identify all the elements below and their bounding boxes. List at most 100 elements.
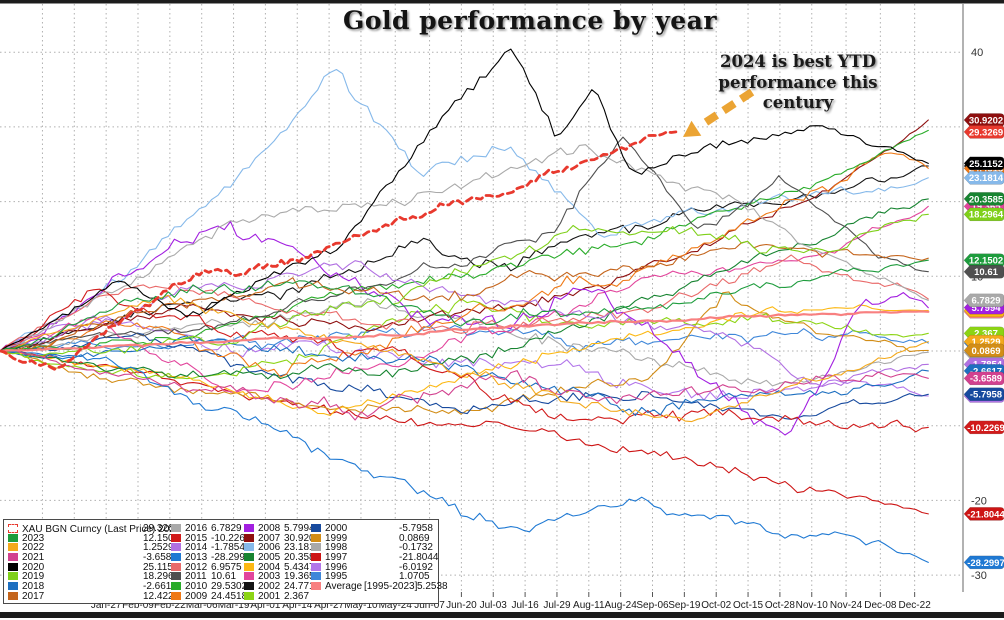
legend-value: 30.9202	[284, 532, 321, 544]
color-swatch-icon	[244, 543, 254, 552]
legend-item-1995: 1995 1.0705	[311, 572, 430, 582]
legend-item-2020: 2020 25.1152	[8, 561, 180, 573]
legend-value: 24.7715	[284, 581, 321, 593]
color-swatch-icon	[8, 591, 18, 600]
x-tick-label: Dec-22	[899, 600, 932, 611]
legend-value: -1.7854	[211, 542, 245, 554]
svg-text:18.2964: 18.2964	[969, 210, 1004, 221]
legend-item-2009: 2009 24.4518	[171, 590, 247, 602]
legend-item-2018: 2018 -2.6617	[8, 582, 180, 592]
legend-box: XAU BGN Curncy (Last Price) 2024 29.3269 2…	[3, 519, 448, 604]
legend-label: 2013	[185, 552, 208, 564]
color-swatch-icon	[8, 533, 18, 542]
legend-item-2014: 2014 -1.7854	[171, 543, 245, 553]
axis-badge: -10.2269	[963, 420, 1004, 435]
series-line-2023	[0, 259, 929, 352]
legend-value: 1.2529	[143, 542, 174, 554]
x-tick-label: Feb-09	[122, 600, 154, 611]
legend-value: -21.8044	[399, 552, 439, 564]
legend-label: 2010	[185, 581, 208, 593]
legend-value: 0.0869	[399, 532, 430, 544]
svg-text:0.0869: 0.0869	[971, 346, 1000, 357]
series-line-2011	[0, 136, 929, 352]
legend-item-2007: 2007 30.9202	[244, 532, 320, 544]
color-swatch-icon	[244, 533, 254, 542]
series-line-2003	[0, 205, 929, 393]
legend-label: 2009	[185, 590, 208, 602]
x-tick-label: May-10	[344, 600, 378, 611]
series-line-2005	[0, 198, 929, 380]
legend-label: XAU BGN Curncy (Last Price) 2024	[22, 524, 181, 535]
svg-text:-21.8044: -21.8044	[967, 509, 1004, 520]
legend-item-2003: 2003 19.365	[244, 571, 315, 583]
color-swatch-icon	[311, 543, 321, 552]
axis-badge: -21.8044	[963, 507, 1004, 521]
legend-item-2006: 2006 23.1814	[244, 543, 320, 553]
color-swatch-icon	[311, 562, 321, 571]
legend-value: 24.4518	[211, 590, 248, 602]
color-swatch-icon	[244, 524, 254, 532]
x-tick-label: Nov-24	[830, 600, 863, 611]
legend-label: 2018	[22, 581, 45, 593]
y-tick-label: -30	[971, 570, 987, 582]
x-tick-label: Jul-29	[543, 600, 571, 611]
legend-label: 2007	[258, 532, 281, 544]
color-swatch-icon	[244, 553, 254, 562]
chart-title: Gold performance by year	[342, 6, 718, 35]
color-swatch-icon	[311, 553, 321, 562]
svg-text:6.7829: 6.7829	[971, 296, 1000, 307]
color-swatch-icon	[171, 543, 181, 552]
x-tick-label: Jun-20	[446, 600, 477, 611]
legend-value: 5.2538	[417, 581, 448, 593]
legend-value: 25.1152	[143, 561, 179, 573]
legend-label: 2004	[258, 561, 281, 573]
x-tick-label: Apr-01	[250, 600, 280, 611]
legend-label: 2008	[258, 523, 281, 534]
x-tick-label: Oct-28	[765, 600, 795, 611]
series-line-2007	[0, 119, 929, 352]
color-swatch-icon	[244, 582, 254, 591]
series-line-2021	[0, 349, 929, 421]
series-line-1996	[0, 315, 929, 401]
legend-item-2015: 2015 -10.2269	[171, 533, 250, 544]
legend-item-2005: 2005 20.3585	[244, 553, 320, 563]
legend-value: -6.0192	[399, 561, 433, 573]
legend-value: 20.3585	[284, 552, 321, 564]
legend-value: -5.7958	[399, 523, 433, 534]
color-swatch-icon	[244, 572, 254, 581]
legend-item-2019: 2019 18.2964	[8, 572, 180, 582]
svg-text:-5.7958: -5.7958	[970, 390, 1002, 401]
legend-item-1998: 1998 -0.1732	[311, 543, 433, 553]
axis-badge: 30.9202	[963, 113, 1004, 127]
legend-item-2022: 2022 1.2529	[8, 543, 180, 553]
x-tick-label: Nov-10	[796, 600, 829, 611]
legend-value: -10.2269	[211, 532, 251, 544]
color-swatch-icon	[8, 562, 18, 571]
legend-label: 2003	[258, 571, 281, 583]
color-swatch-icon	[8, 582, 18, 591]
color-swatch-icon	[8, 553, 18, 562]
x-tick-label: Mar-19	[218, 600, 250, 611]
axis-badge: -5.7958	[963, 387, 1004, 402]
legend-item-2001: 2001 2.367	[244, 591, 309, 602]
legend-label: 2012	[185, 561, 208, 573]
series-line-2008	[0, 220, 929, 436]
legend-label: 2022	[22, 542, 45, 554]
legend-item-2021: 2021 -3.6589	[8, 553, 180, 563]
series-line-2000	[0, 332, 929, 420]
legend-range: [1995-2023]	[364, 581, 418, 593]
axis-badge: 25.1152	[963, 156, 1004, 171]
color-swatch-icon	[171, 524, 181, 532]
annotation-arrow-icon	[683, 88, 755, 137]
legend-value: -3.6589	[143, 552, 177, 564]
svg-text:23.1814: 23.1814	[969, 173, 1004, 184]
legend-label: 2021	[22, 552, 45, 564]
color-swatch-icon	[171, 591, 181, 600]
legend-label: Average	[325, 581, 363, 593]
x-tick-label: Oct-15	[733, 600, 763, 611]
series-line-2010	[0, 129, 929, 353]
x-tick-label: Aug-24	[605, 600, 638, 611]
legend-label: 1996	[325, 561, 348, 573]
color-swatch-icon	[171, 572, 181, 581]
